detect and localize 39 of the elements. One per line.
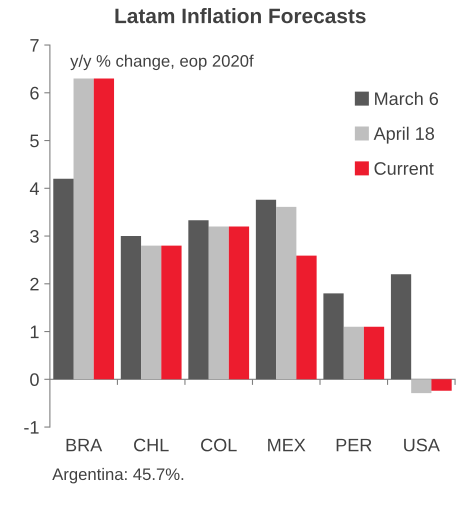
x-tick-label: BRA — [66, 438, 102, 452]
bar — [94, 78, 114, 380]
bar — [364, 326, 384, 380]
y-tick-label: 5 — [30, 134, 39, 148]
bar — [256, 200, 276, 380]
y-tick-label: 3 — [30, 230, 39, 243]
bar — [390, 274, 412, 380]
legend-label: March 6 — [375, 92, 438, 106]
bar — [141, 246, 162, 380]
bar — [296, 256, 317, 380]
y-tick-label: -1 — [24, 421, 39, 434]
legend-label: Current — [374, 162, 434, 175]
bar — [228, 226, 250, 380]
bar — [188, 220, 209, 380]
x-tick-label: COL — [201, 438, 237, 452]
bar — [74, 78, 94, 380]
x-tick-label: PER — [336, 438, 372, 452]
bar — [53, 178, 74, 380]
bar — [323, 293, 344, 380]
bar — [431, 379, 452, 391]
bar — [344, 326, 364, 380]
y-tick-label: 6 — [30, 86, 39, 100]
chart-title: Latam Inflation Forecasts — [115, 8, 366, 24]
legend-label: April 18 — [374, 126, 434, 144]
bar — [208, 226, 229, 380]
bar — [120, 236, 142, 380]
y-tick-label: 1 — [30, 326, 39, 338]
x-tick-label: MEX — [268, 438, 306, 452]
x-tick-label: CHL — [134, 438, 169, 452]
bar — [276, 206, 296, 380]
text: Argentina: 45.7%. — [52, 468, 184, 484]
x-tick-label: USA — [404, 438, 440, 452]
y-tick-label: 7 — [30, 39, 39, 52]
annotation: y/y % change, eop 2020f — [70, 54, 254, 70]
y-tick-label: 2 — [30, 278, 39, 290]
bar — [161, 246, 182, 380]
bar — [411, 379, 432, 394]
y-tick-label: 4 — [30, 182, 39, 195]
y-tick-label: 0 — [30, 373, 39, 386]
